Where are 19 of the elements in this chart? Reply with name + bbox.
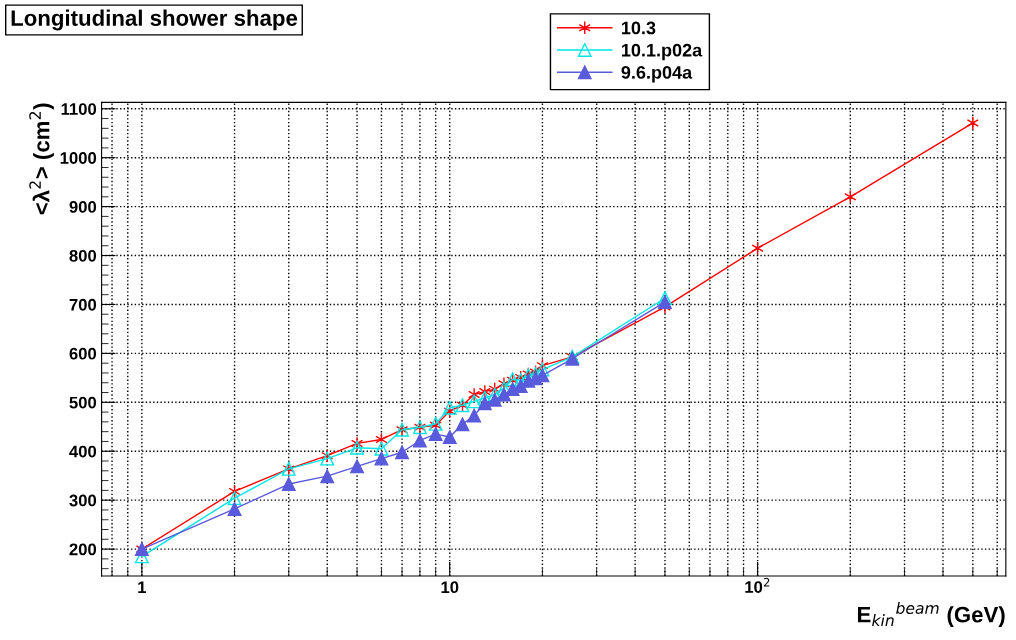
legend-label: 10.3 (622, 21, 656, 35)
legend-label: 10.1.p02a (622, 43, 703, 61)
chart-title: Longitudinal shower shape (11, 9, 298, 31)
y-tick-label: 500 (69, 396, 97, 409)
x-tick-label: 10 (441, 581, 459, 594)
y-tick-label: 800 (69, 249, 97, 262)
x-tick-label: 1 (138, 581, 147, 593)
y-axis-title: <λ$^{2}$> (cm$^{2}$) (29, 103, 54, 215)
x-tick-label: 10$^{2}$ (745, 577, 770, 593)
x-axis-title: E$_{kin}$$^{beam}$ (GeV) (857, 601, 1005, 627)
y-tick-label: 400 (69, 445, 97, 458)
y-tick-label: 1000 (60, 152, 97, 164)
y-tick-label: 900 (69, 201, 97, 213)
y-tick-label: 700 (69, 298, 97, 311)
y-tick-label: 1100 (61, 103, 97, 115)
legend-label: 9.6.p04a (621, 66, 693, 83)
y-tick-label: 600 (69, 347, 97, 360)
y-tick-label: 200 (69, 543, 97, 556)
y-tick-label: 300 (69, 494, 97, 507)
